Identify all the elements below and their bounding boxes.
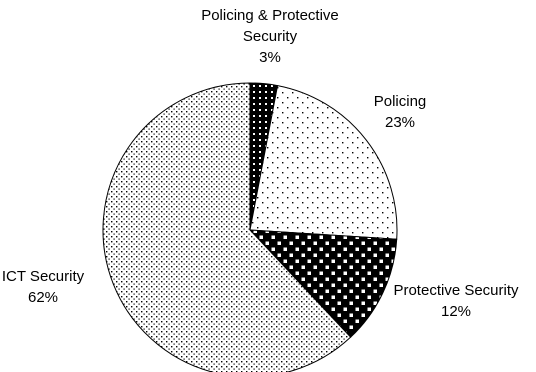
slice-name-label: Protective Security bbox=[393, 282, 519, 299]
slice-value-label: 12% bbox=[441, 303, 471, 320]
pie-slice-ict-security bbox=[102, 82, 352, 372]
slice-value-label: 62% bbox=[28, 289, 58, 306]
slice-name-label: Policing bbox=[374, 93, 427, 110]
pie-slice-protective-security bbox=[248, 229, 398, 338]
slice-value-label: 3% bbox=[259, 49, 281, 66]
slice-label-protective-security: Protective Security 12% bbox=[393, 282, 519, 320]
slice-name-label: ICT Security bbox=[2, 268, 85, 285]
pie-slices bbox=[102, 82, 398, 372]
slice-label-ict-security: ICT Security 62% bbox=[2, 268, 85, 306]
slice-labels: Policing & Protective Security 3% Policing 2… bbox=[2, 7, 519, 320]
slice-name-label: Policing & Protective bbox=[201, 7, 339, 24]
pie-slice-policing bbox=[249, 85, 398, 240]
slice-label-policing-protective-security: Policing & Protective Security 3% bbox=[201, 7, 339, 66]
slice-label-policing: Policing 23% bbox=[374, 93, 427, 131]
slice-value-label: 23% bbox=[385, 114, 415, 131]
slice-name-label: Security bbox=[243, 28, 298, 45]
